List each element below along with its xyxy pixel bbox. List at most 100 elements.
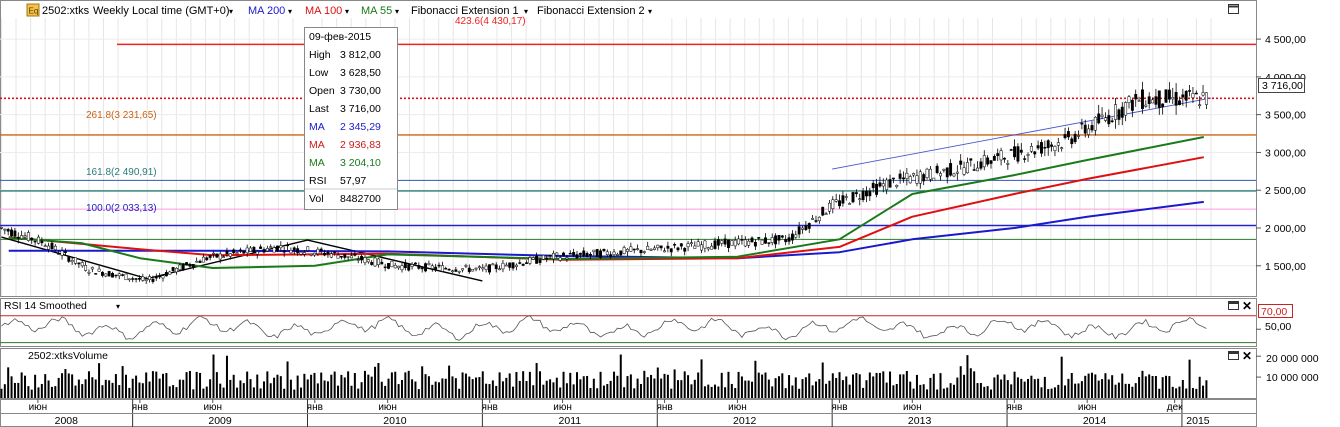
candle-body xyxy=(232,249,236,254)
volume-bar xyxy=(81,384,84,398)
fib2-label[interactable]: Fibonacci Extension 2 xyxy=(537,5,645,17)
volume-bar xyxy=(87,371,90,398)
volume-bars xyxy=(0,354,1261,398)
ma55-label[interactable]: MA 55 xyxy=(361,5,392,17)
candle-body xyxy=(935,165,939,173)
volume-bar xyxy=(124,374,127,398)
candle-body xyxy=(333,251,337,253)
ma55-dropdown-icon[interactable]: ▾ xyxy=(395,7,399,16)
volume-bar xyxy=(256,374,259,398)
candle-body xyxy=(363,257,367,263)
timezone-dropdown-icon[interactable]: ▾ xyxy=(229,7,233,16)
candle-body xyxy=(696,241,700,247)
volume-bar xyxy=(697,372,700,398)
volume-bar xyxy=(108,380,111,398)
volume-bar xyxy=(963,374,966,398)
volume-bar xyxy=(926,389,929,398)
rsi-title[interactable]: RSI 14 Smoothed xyxy=(4,300,87,312)
candle-body xyxy=(269,246,273,248)
volume-bar xyxy=(1141,370,1144,398)
volume-bar xyxy=(767,379,770,398)
candle-body xyxy=(57,253,61,255)
candle-body xyxy=(477,266,481,269)
candle-body xyxy=(578,252,582,255)
volume-bar xyxy=(71,374,74,398)
candle-body xyxy=(1013,146,1017,158)
candle-body xyxy=(639,249,643,254)
volume-bar xyxy=(1000,379,1003,398)
month-label: дек xyxy=(1167,402,1183,413)
volume-maximize-icon[interactable] xyxy=(1228,351,1239,360)
fib2-dropdown-icon[interactable]: ▾ xyxy=(648,7,652,16)
volume-bar xyxy=(717,386,720,398)
candle-body xyxy=(100,271,104,276)
ma200-dropdown-icon[interactable]: ▾ xyxy=(288,7,292,16)
candle-body xyxy=(599,250,603,258)
volume-bar xyxy=(1188,359,1191,398)
month-label: янв xyxy=(132,402,148,413)
candle-body xyxy=(572,252,576,256)
volume-bar xyxy=(94,379,97,398)
volume-bar xyxy=(983,386,986,398)
volume-bar xyxy=(1016,377,1019,398)
candle-body xyxy=(1204,92,1208,105)
volume-bar xyxy=(703,386,706,398)
volume-bar xyxy=(232,374,235,398)
volume-bar xyxy=(676,380,679,398)
volume-bar xyxy=(114,374,117,398)
candle-body xyxy=(568,252,572,255)
ma100-label[interactable]: MA 100 xyxy=(305,5,342,17)
volume-bar xyxy=(831,373,834,398)
volume-bar xyxy=(518,380,521,398)
candle-body xyxy=(585,253,589,257)
maximize-icon[interactable] xyxy=(1228,4,1239,14)
volume-bar xyxy=(808,373,811,398)
candle-body xyxy=(134,278,138,280)
ma100-dropdown-icon[interactable]: ▾ xyxy=(345,7,349,16)
candle-body xyxy=(679,243,683,247)
candle-body xyxy=(508,262,512,268)
candle-body xyxy=(245,247,249,254)
candle-body xyxy=(1114,104,1117,120)
candle-body xyxy=(713,240,717,249)
candle-body xyxy=(1019,149,1023,153)
volume-bar xyxy=(340,374,343,398)
volume-bar xyxy=(138,382,141,398)
candle-body xyxy=(47,245,51,250)
candle-body xyxy=(811,217,815,220)
candle-body xyxy=(1161,103,1165,108)
candle-body xyxy=(814,220,818,222)
instrument-label[interactable]: 2502:xtks xyxy=(42,5,90,17)
candle-body xyxy=(925,168,929,178)
volume-title[interactable]: 2502:xtksVolume xyxy=(28,350,108,362)
candle-body xyxy=(720,240,724,244)
candle-body xyxy=(90,267,94,270)
timezone-label[interactable]: Local time (GMT+0) xyxy=(132,5,230,17)
candle-body xyxy=(323,252,327,256)
eq-icon[interactable] xyxy=(26,3,40,17)
candle-body xyxy=(474,267,478,270)
candle-body xyxy=(595,249,599,257)
volume-bar xyxy=(370,376,373,398)
candle-body xyxy=(770,237,774,243)
volume-bar xyxy=(286,361,289,398)
volume-bar xyxy=(690,384,693,398)
rsi-dropdown-icon[interactable]: ▾ xyxy=(116,302,120,311)
candle-body xyxy=(97,268,101,272)
candle-body xyxy=(787,237,791,242)
rsi-panel[interactable] xyxy=(0,298,1257,347)
period-label[interactable]: Weekly xyxy=(93,5,129,17)
candle-body xyxy=(602,248,606,252)
rsi-maximize-icon[interactable] xyxy=(1228,301,1239,310)
candle-body xyxy=(982,155,986,168)
fib1-dropdown-icon[interactable]: ▾ xyxy=(524,7,528,16)
volume-close-icon[interactable]: ✕ xyxy=(1242,349,1252,363)
candle-body xyxy=(501,262,505,270)
ma200-label[interactable]: MA 200 xyxy=(248,5,285,17)
volume-bar xyxy=(13,382,16,398)
fib1-label[interactable]: Fibonacci Extension 1 xyxy=(411,5,519,17)
rsi-close-icon[interactable]: ✕ xyxy=(1242,299,1252,313)
volume-bar xyxy=(946,387,949,398)
volume-bar xyxy=(1030,375,1033,398)
